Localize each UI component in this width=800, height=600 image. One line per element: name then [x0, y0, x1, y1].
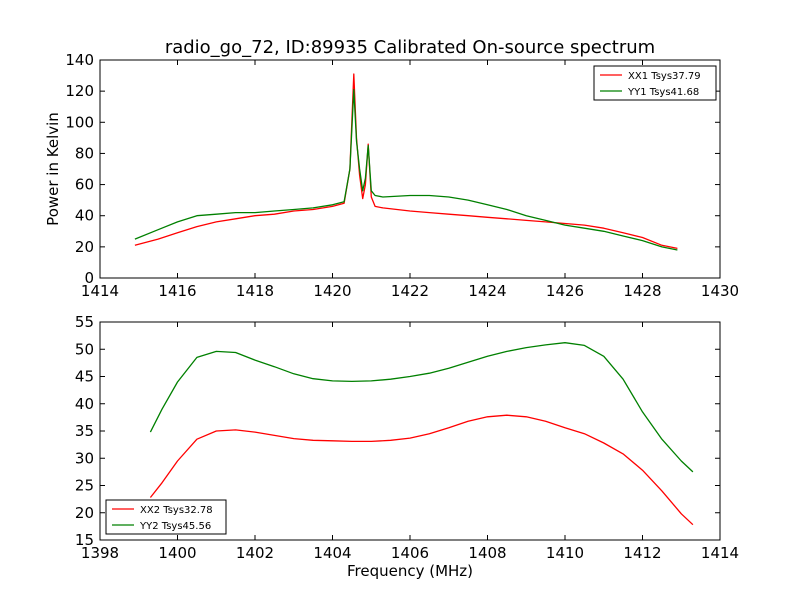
- series-line-0-0: [134, 73, 678, 250]
- x-tick-label: 1412: [623, 544, 661, 562]
- x-tick-label: 1424: [468, 282, 506, 300]
- x-axis-label-bottom: Frequency (MHz): [347, 562, 473, 580]
- y-tick-label: 100: [65, 113, 94, 131]
- legend-entry: XX1 Tsys37.79: [628, 71, 701, 82]
- x-tick-label: 1420: [313, 282, 351, 300]
- y-tick-label: 25: [75, 477, 94, 495]
- chart-title: radio_go_72, ID:89935 Calibrated On-sour…: [165, 37, 655, 58]
- bottom-panel: 1398 1400 1402 1404 1406 1408 1410 1412 1414 15 20…: [75, 313, 739, 562]
- x-tick-label: 1404: [313, 544, 351, 562]
- legend-box: [105, 499, 227, 535]
- x-tick-label: 1410: [546, 544, 584, 562]
- x-tick-label: 1398: [81, 544, 119, 562]
- x-tick-label: 1428: [623, 282, 661, 300]
- y-tick-label: 140: [65, 51, 94, 69]
- x-tick-label: 1426: [546, 282, 584, 300]
- y-axis-label-top: Power in Kelvin: [44, 112, 62, 226]
- series-line-1-0: [149, 414, 694, 526]
- y-tick-label: 50: [75, 340, 94, 358]
- y-tick-label: 35: [75, 422, 94, 440]
- x-tick-label: 1414: [81, 282, 119, 300]
- y-tick-label: 40: [75, 207, 94, 225]
- y-tick-label: 20: [75, 238, 94, 256]
- y-tick-label: 20: [75, 504, 94, 522]
- y-tick-label: 120: [65, 82, 94, 100]
- x-tick-label: 1408: [468, 544, 506, 562]
- y-tick-label: 15: [75, 531, 94, 549]
- y-tick-label: 55: [75, 313, 94, 331]
- x-tick-label: 1418: [236, 282, 274, 300]
- legend-entry: YY2 Tsys45.56: [139, 521, 211, 532]
- y-tick-label: 60: [75, 176, 94, 194]
- top-panel: 1414 1416 1418 1420 1422 1424 1426 1428 1430 0 20 4…: [65, 51, 739, 300]
- legend-box: [593, 65, 717, 101]
- series-line-1-1: [149, 342, 694, 473]
- y-tick-label: 0: [84, 269, 94, 287]
- x-tick-label: 1402: [236, 544, 274, 562]
- y-tick-label: 40: [75, 395, 94, 413]
- x-tick-label: 1400: [158, 544, 196, 562]
- series-line-0-1: [134, 88, 678, 251]
- legend-entry: XX2 Tsys32.78: [140, 505, 213, 516]
- x-tick-label: 1422: [391, 282, 429, 300]
- x-tick-label: 1416: [158, 282, 196, 300]
- y-tick-label: 30: [75, 449, 94, 467]
- legend-entry: YY1 Tsys41.68: [627, 87, 699, 98]
- x-tick-label: 1414: [701, 544, 739, 562]
- x-tick-label: 1406: [391, 544, 429, 562]
- y-tick-label: 80: [75, 144, 94, 162]
- y-tick-label: 45: [75, 368, 94, 386]
- x-tick-label: 1430: [701, 282, 739, 300]
